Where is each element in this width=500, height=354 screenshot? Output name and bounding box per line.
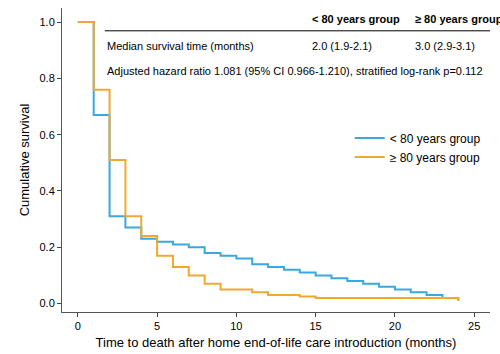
svg-text:Cumulative survival: Cumulative survival xyxy=(17,104,32,217)
svg-text:1.0: 1.0 xyxy=(40,16,55,28)
svg-text:25: 25 xyxy=(468,320,480,332)
svg-text:Time to death after home end-o: Time to death after home end-of-life car… xyxy=(96,335,457,350)
svg-text:< 80 years group: < 80 years group xyxy=(390,132,481,146)
svg-text:3.0 (2.9-3.1): 3.0 (2.9-3.1) xyxy=(415,40,475,52)
svg-text:≥ 80 years group: ≥ 80 years group xyxy=(390,151,480,165)
svg-text:0.4: 0.4 xyxy=(40,185,55,197)
svg-text:Median survival time (months): Median survival time (months) xyxy=(107,40,254,52)
svg-text:0.6: 0.6 xyxy=(40,129,55,141)
svg-text:15: 15 xyxy=(310,320,322,332)
svg-text:Adjusted hazard ratio 1.081 (9: Adjusted hazard ratio 1.081 (95% CI 0.96… xyxy=(107,65,483,77)
svg-text:20: 20 xyxy=(389,320,401,332)
svg-text:0.8: 0.8 xyxy=(40,72,55,84)
svg-text:2.0 (1.9-2.1): 2.0 (1.9-2.1) xyxy=(312,40,372,52)
svg-text:5: 5 xyxy=(154,320,160,332)
svg-text:≥ 80 years group: ≥ 80 years group xyxy=(415,13,500,25)
svg-text:10: 10 xyxy=(230,320,242,332)
svg-text:0.0: 0.0 xyxy=(40,297,55,309)
svg-text:< 80 years group: < 80 years group xyxy=(312,13,400,25)
svg-text:0: 0 xyxy=(75,320,81,332)
svg-text:0.2: 0.2 xyxy=(40,241,55,253)
